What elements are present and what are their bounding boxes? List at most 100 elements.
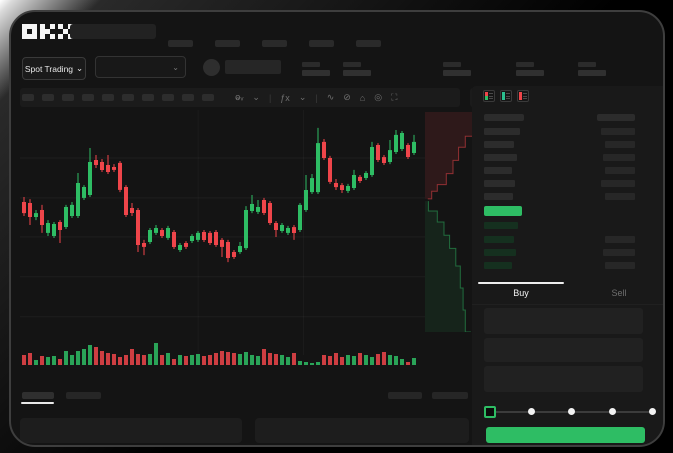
slider-stop[interactable] (527, 408, 535, 415)
stat-value-placeholder (443, 70, 471, 76)
stat-label-placeholder (443, 62, 461, 67)
okx-logo-glyph (22, 24, 37, 39)
nav-item-placeholder[interactable] (356, 40, 381, 47)
nav-item-placeholder[interactable] (262, 40, 287, 47)
price-placeholder (484, 193, 513, 200)
nav-search-placeholder[interactable] (70, 24, 156, 39)
book-bids-only-icon[interactable] (500, 90, 512, 102)
bid-row[interactable] (484, 236, 635, 243)
amount-placeholder (605, 141, 635, 148)
stat-value-placeholder (343, 70, 371, 76)
compare-icon[interactable]: ⊘ (343, 92, 351, 102)
book-both-sides-icon[interactable] (483, 90, 495, 102)
price-placeholder (484, 249, 516, 256)
pair-dropdown[interactable]: ⌄ (95, 56, 186, 78)
timeframe-button[interactable] (202, 94, 214, 101)
last-price-bar[interactable] (484, 206, 522, 216)
order-input-field[interactable] (484, 308, 643, 334)
line-tool-icon[interactable]: ∿ (326, 92, 335, 102)
candlestick-style-icon[interactable]: ⱺᵥ (235, 92, 244, 102)
ask-row[interactable] (484, 167, 635, 174)
ask-row[interactable] (484, 141, 635, 148)
nav-item-placeholder[interactable] (309, 40, 334, 47)
bottom-right-control-1[interactable] (388, 392, 422, 399)
chevron-down-icon: ⌄ (172, 62, 179, 72)
order-input-field[interactable] (484, 366, 643, 392)
depth-chart (425, 112, 477, 332)
bid-row[interactable] (484, 262, 635, 269)
timeframe-button[interactable] (22, 94, 34, 101)
price-placeholder (484, 236, 514, 243)
price-placeholder (484, 167, 512, 174)
candlestick-chart[interactable] (20, 110, 425, 368)
price-placeholder (484, 154, 517, 161)
nav-menu (168, 40, 381, 47)
chart-tool-icons: ⱺᵥ ⌄ | ƒx ⌄ | ∿ ⊘ ⌂ ◎ ⛶ (235, 90, 397, 105)
price-placeholder (484, 141, 514, 148)
indicators-fx-icon[interactable]: ƒx (280, 92, 290, 103)
bottom-tab-indicator (21, 402, 54, 404)
timeframe-button[interactable] (142, 94, 154, 101)
stat-label-placeholder (578, 62, 596, 67)
divider: | (268, 92, 272, 103)
ask-row[interactable] (484, 154, 635, 161)
price-placeholder (484, 180, 515, 187)
slider-stop[interactable] (568, 408, 575, 415)
stat-value-placeholder (578, 70, 606, 76)
amount-slider[interactable] (484, 406, 656, 418)
amount-placeholder (603, 154, 635, 161)
nav-item-placeholder[interactable] (215, 40, 240, 47)
app-window: Spot Trading ⌄ ⌄ ⱺᵥ ⌄ | ƒx ⌄ | ∿ ⊘ ⌂ ◎ ⛶ Buy Sell (9, 10, 665, 447)
amount-placeholder (605, 236, 635, 243)
stat-value-placeholder (516, 70, 544, 76)
stat-label-placeholder (516, 62, 534, 67)
orderbook-header-price (484, 114, 524, 121)
slider-stop[interactable] (608, 408, 616, 415)
okx-logo[interactable] (22, 24, 73, 39)
book-asks-only-icon[interactable] (517, 90, 529, 102)
amount-placeholder (601, 128, 635, 135)
timeframe-button[interactable] (182, 94, 194, 101)
price-placeholder (484, 222, 518, 229)
timeframe-button[interactable] (102, 94, 114, 101)
timeframe-button[interactable] (62, 94, 74, 101)
order-input-field[interactable] (484, 338, 643, 362)
bottom-tab-active[interactable] (22, 392, 54, 399)
camera-icon[interactable]: ⌂ (359, 92, 366, 103)
timeframe-button[interactable] (122, 94, 134, 101)
ask-row[interactable] (484, 180, 635, 187)
amount-placeholder (605, 262, 635, 269)
ticker-stats (302, 62, 642, 76)
chevron-down-icon[interactable]: ⌄ (298, 92, 307, 102)
tab-buy[interactable]: Buy (472, 282, 570, 304)
fullscreen-icon[interactable]: ⛶ (391, 92, 398, 102)
ticker-stat (343, 62, 371, 76)
buy-submit-button[interactable] (486, 427, 645, 443)
divider: | (315, 92, 318, 103)
tab-sell[interactable]: Sell (611, 288, 627, 298)
ticker-stat (516, 62, 544, 76)
timeframe-button[interactable] (82, 94, 94, 101)
chevron-down-icon[interactable]: ⌄ (252, 92, 260, 102)
nav-item-placeholder[interactable] (168, 40, 193, 47)
timeframe-button[interactable] (162, 94, 174, 101)
slider-stop[interactable] (649, 408, 656, 415)
trade-tabs: Buy Sell (472, 282, 663, 305)
pair-name-placeholder (225, 60, 281, 74)
slider-handle[interactable] (484, 406, 496, 418)
price-placeholder (484, 262, 512, 269)
open-orders-panel (20, 418, 242, 443)
ask-row[interactable] (484, 193, 635, 200)
bottom-right-control-2[interactable] (432, 392, 468, 399)
orderbook-mode-toggles (483, 90, 529, 102)
bid-row[interactable] (484, 222, 635, 229)
ticker-stat (578, 62, 606, 76)
bid-row[interactable] (484, 249, 635, 256)
ask-row[interactable] (484, 128, 635, 135)
timeframe-button[interactable] (42, 94, 54, 101)
settings-icon[interactable]: ◎ (374, 92, 383, 102)
bottom-tab-2[interactable] (66, 392, 101, 399)
amount-placeholder (603, 249, 635, 256)
amount-placeholder (605, 193, 635, 200)
market-type-selector[interactable]: Spot Trading ⌄ (22, 57, 86, 80)
